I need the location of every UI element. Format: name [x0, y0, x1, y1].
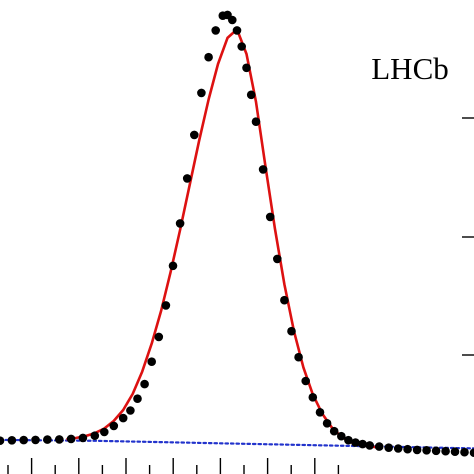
data-point: [329, 426, 339, 436]
data-point: [31, 435, 40, 445]
data-point: [469, 448, 474, 457]
data-point: [228, 15, 237, 25]
data-point: [358, 439, 367, 449]
data-point: [351, 438, 360, 447]
data-point: [118, 413, 128, 423]
data-point: [308, 393, 318, 402]
data-point: [182, 174, 192, 183]
data-point: [384, 443, 394, 453]
data-point: [242, 63, 251, 73]
data-point: [273, 254, 282, 264]
data-point: [204, 52, 213, 62]
data-point: [246, 90, 256, 100]
data-point: [232, 26, 242, 35]
data-point: [90, 431, 100, 441]
data-point: [190, 130, 199, 140]
data-point: [147, 357, 156, 367]
data-point: [287, 326, 296, 336]
data-point: [337, 431, 346, 441]
data-point: [450, 447, 460, 457]
data-point: [126, 406, 135, 415]
data-point: [315, 408, 325, 417]
data-point: [301, 376, 311, 386]
data-point: [168, 261, 178, 271]
data-point: [251, 117, 261, 126]
plot-axes: [7, 117, 474, 474]
data-point: [412, 445, 422, 455]
data-point: [55, 435, 64, 444]
data-point: [403, 444, 412, 454]
data-point: [7, 436, 17, 445]
data-point: [280, 295, 289, 305]
data-point: [0, 436, 5, 445]
data-point: [431, 446, 441, 456]
data-points-layer: [0, 10, 474, 457]
data-point: [374, 442, 384, 451]
experiment-label: LHCb: [371, 51, 449, 86]
signal-fit-layer: [66, 28, 380, 449]
data-point: [393, 444, 403, 453]
signal-fit-curve: [66, 28, 380, 449]
data-point: [175, 219, 185, 228]
data-point: [237, 42, 246, 51]
data-point: [161, 301, 171, 310]
data-point: [460, 447, 469, 457]
data-point: [78, 433, 88, 443]
data-point: [365, 441, 375, 450]
data-point: [140, 379, 149, 389]
data-point: [294, 352, 303, 362]
data-point: [19, 435, 29, 445]
data-point: [422, 446, 431, 455]
data-point: [441, 446, 450, 456]
data-point: [133, 394, 142, 404]
data-point: [265, 212, 275, 222]
data-point: [66, 434, 76, 444]
data-point: [154, 332, 164, 342]
data-point: [258, 165, 268, 174]
data-point: [322, 419, 332, 428]
data-point: [197, 88, 206, 98]
data-point: [43, 435, 52, 444]
data-point: [344, 435, 353, 445]
data-point: [100, 427, 109, 437]
data-point: [211, 26, 220, 35]
data-point: [109, 421, 119, 431]
